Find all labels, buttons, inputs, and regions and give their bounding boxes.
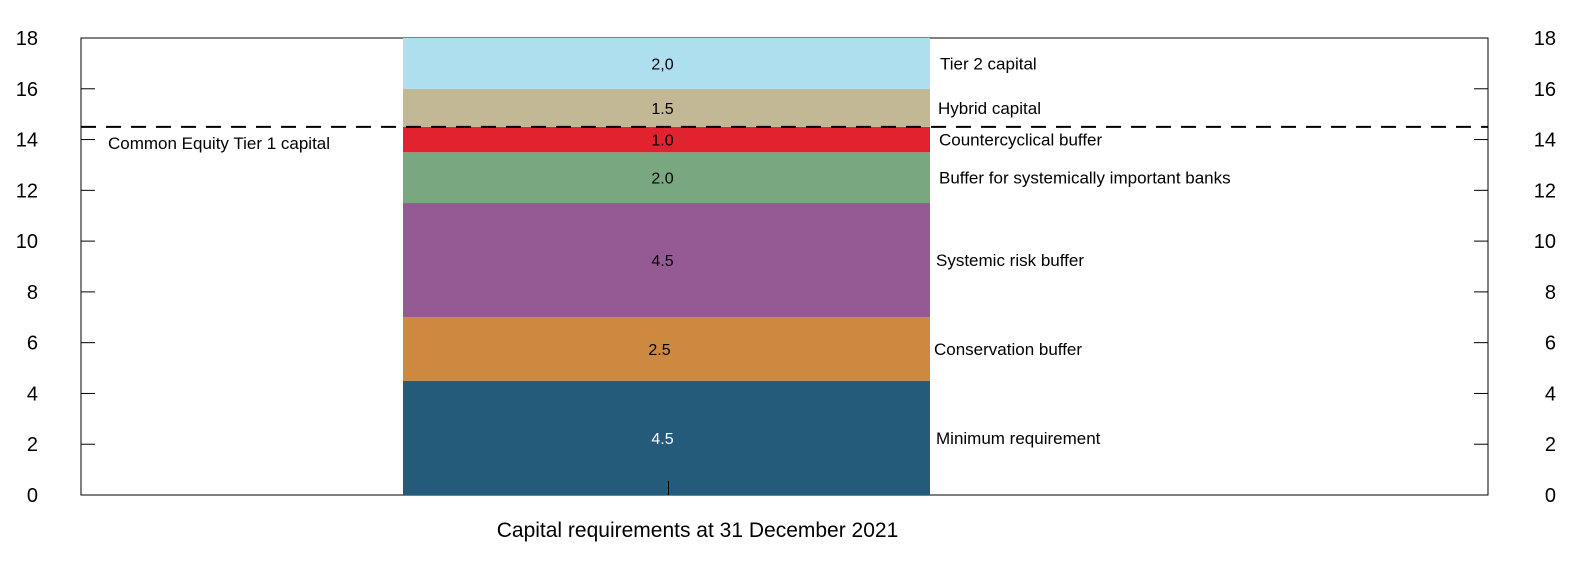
bar-segment-4 xyxy=(403,152,930,204)
data-label-2: 2.5 xyxy=(648,342,670,359)
y-tick-label-left-18: 18 xyxy=(16,28,38,50)
y-tick-label-right-10: 10 xyxy=(1534,231,1556,253)
y-tick-label-left-12: 12 xyxy=(16,180,38,202)
y-tick-label-right-14: 14 xyxy=(1534,130,1556,152)
y-tick-label-right-0: 0 xyxy=(1545,485,1556,507)
y-tick-label-left-0: 0 xyxy=(27,485,38,507)
y-tick-label-right-16: 16 xyxy=(1534,79,1556,101)
y-tick-label-right-18: 18 xyxy=(1534,28,1556,50)
y-tick-label-left-14: 14 xyxy=(16,130,38,152)
bar-segment-5 xyxy=(403,126,930,153)
y-tick-label-left-2: 2 xyxy=(27,434,38,456)
series-label-4: Buffer for systemically important banks xyxy=(939,169,1231,188)
series-label-2: Conservation buffer xyxy=(934,340,1082,359)
y-tick-label-left-16: 16 xyxy=(16,79,38,101)
bar-segment-6 xyxy=(403,88,930,127)
y-tick-label-right-2: 2 xyxy=(1545,434,1556,456)
y-tick-label-left-8: 8 xyxy=(27,282,38,304)
y-tick-label-left-4: 4 xyxy=(27,383,38,405)
y-tick-label-right-12: 12 xyxy=(1534,180,1556,202)
data-label-1: 4.5 xyxy=(651,431,673,448)
y-tick-label-left-10: 10 xyxy=(16,231,38,253)
y-tick-label-right-8: 8 xyxy=(1545,282,1556,304)
y-tick-label-left-6: 6 xyxy=(27,333,38,355)
bar-segment-2 xyxy=(403,317,930,381)
data-label-5: 1.0 xyxy=(651,133,673,150)
data-label-7: 2,0 xyxy=(651,56,673,73)
x-category-label: Capital requirements at 31 December 2021 xyxy=(497,519,899,542)
series-label-7: Tier 2 capital xyxy=(940,54,1037,73)
data-label-6: 1.5 xyxy=(651,101,673,118)
y-tick-label-right-4: 4 xyxy=(1545,383,1556,405)
reference-line-label: Common Equity Tier 1 capital xyxy=(108,134,330,153)
bar-segment-7 xyxy=(403,38,930,89)
data-label-4: 2.0 xyxy=(651,171,673,188)
data-label-3: 4.5 xyxy=(651,253,673,270)
y-tick-label-right-6: 6 xyxy=(1545,333,1556,355)
series-label-3: Systemic risk buffer xyxy=(936,251,1084,270)
series-label-1: Minimum requirement xyxy=(936,429,1101,448)
series-label-6: Hybrid capital xyxy=(938,99,1041,118)
bar-segment-1 xyxy=(403,380,930,495)
series-label-5: Countercyclical buffer xyxy=(939,131,1102,150)
bar-segment-3 xyxy=(403,203,930,318)
